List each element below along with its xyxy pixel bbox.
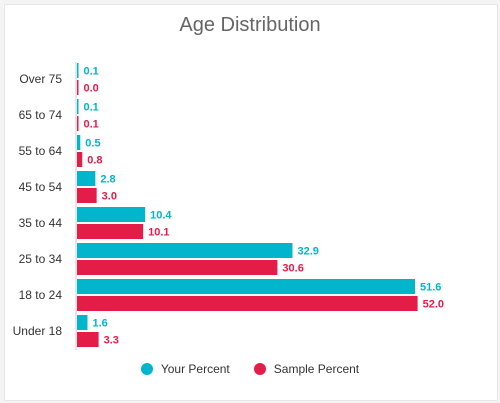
bar-your-percent-55-to-64[interactable] — [77, 135, 81, 150]
bar-your-percent-18-to-24[interactable] — [77, 279, 415, 294]
bar-sample-percent-over-75[interactable] — [77, 80, 79, 95]
bar-your-percent-25-to-34[interactable] — [77, 243, 293, 258]
legend-label-your-percent: Your Percent — [160, 362, 230, 376]
value-label-your-percent-under-18: 1.6 — [92, 317, 107, 329]
bar-sample-percent-65-to-74[interactable] — [77, 116, 79, 131]
category-label-65-to-74: 65 to 74 — [19, 108, 63, 122]
category-label-over-75: Over 75 — [19, 72, 62, 86]
legend: Your Percent Sample Percent — [0, 362, 500, 376]
value-label-sample-percent-45-to-54: 3.0 — [102, 190, 117, 202]
value-label-your-percent-35-to-44: 10.4 — [150, 209, 172, 221]
category-label-under-18: Under 18 — [13, 324, 63, 338]
chart-title: Age Distribution — [179, 14, 321, 36]
category-label-18-to-24: 18 to 24 — [19, 288, 63, 302]
bar-sample-percent-25-to-34[interactable] — [77, 260, 278, 275]
bar-your-percent-45-to-54[interactable] — [77, 171, 96, 186]
bar-your-percent-35-to-44[interactable] — [77, 207, 146, 222]
value-label-sample-percent-35-to-44: 10.1 — [148, 226, 169, 238]
bar-sample-percent-under-18[interactable] — [77, 332, 99, 347]
bar-sample-percent-55-to-64[interactable] — [77, 152, 83, 167]
category-label-25-to-34: 25 to 34 — [19, 252, 63, 266]
category-label-45-to-54: 45 to 54 — [19, 180, 63, 194]
value-label-sample-percent-over-75: 0.0 — [84, 82, 99, 94]
bar-your-percent-over-75[interactable] — [77, 63, 79, 78]
value-label-your-percent-55-to-64: 0.5 — [85, 137, 100, 149]
value-label-your-percent-over-75: 0.1 — [84, 65, 99, 77]
bar-your-percent-under-18[interactable] — [77, 315, 88, 330]
legend-marker-your-percent — [140, 363, 153, 375]
value-label-your-percent-18-to-24: 51.6 — [420, 281, 441, 293]
value-label-your-percent-45-to-54: 2.8 — [100, 173, 115, 185]
legend-item-sample-percent[interactable]: Sample Percent — [253, 362, 360, 376]
value-label-sample-percent-65-to-74: 0.1 — [84, 118, 99, 130]
category-label-55-to-64: 55 to 64 — [19, 144, 63, 158]
bar-sample-percent-45-to-54[interactable] — [77, 188, 97, 203]
legend-label-sample-percent: Sample Percent — [273, 362, 360, 376]
value-label-sample-percent-under-18: 3.3 — [104, 334, 119, 346]
value-label-sample-percent-18-to-24: 52.0 — [423, 298, 444, 310]
bar-your-percent-65-to-74[interactable] — [77, 99, 79, 114]
legend-item-your-percent[interactable]: Your Percent — [140, 362, 230, 376]
value-label-sample-percent-55-to-64: 0.8 — [87, 154, 102, 166]
value-label-sample-percent-25-to-34: 30.6 — [282, 262, 303, 274]
category-label-35-to-44: 35 to 44 — [19, 216, 63, 230]
bar-sample-percent-35-to-44[interactable] — [77, 224, 144, 239]
value-label-your-percent-25-to-34: 32.9 — [297, 245, 318, 257]
legend-marker-sample-percent — [253, 363, 266, 375]
value-label-your-percent-65-to-74: 0.1 — [84, 101, 99, 113]
bar-sample-percent-18-to-24[interactable] — [77, 296, 418, 311]
